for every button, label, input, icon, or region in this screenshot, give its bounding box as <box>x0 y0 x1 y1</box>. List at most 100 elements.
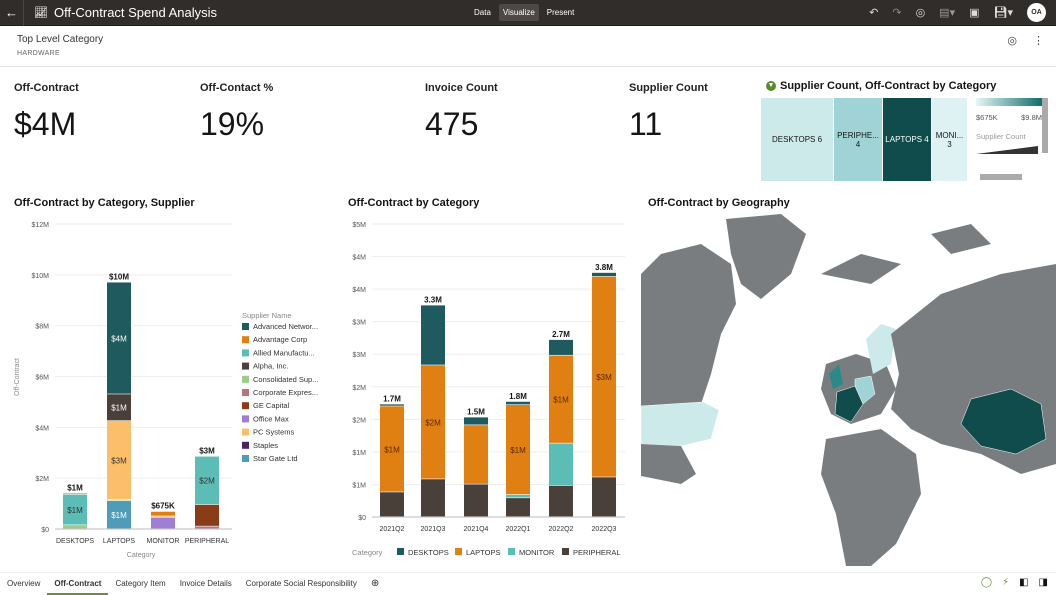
save-icon[interactable]: 💾︎▾ <box>993 7 1014 19</box>
bar-segment <box>592 276 616 477</box>
total-label: 2.7M <box>552 330 570 339</box>
bar-segment <box>592 272 616 277</box>
y-tick-label: $2M <box>35 476 49 483</box>
y-tick-label: $4M <box>352 255 366 262</box>
mode-present[interactable]: Present <box>546 8 575 17</box>
x-tick-label: 2022Q1 <box>506 526 531 533</box>
tab-invoice-details[interactable]: Invoice Details <box>179 578 232 588</box>
total-label: $1M <box>67 483 83 492</box>
legend-swatch <box>242 349 249 357</box>
bar-segment <box>151 516 175 517</box>
y-tick-label: $3M <box>352 352 366 359</box>
y-tick-label: $6M <box>35 375 49 382</box>
tab-overview[interactable]: Overview <box>7 578 41 588</box>
bar-segment <box>506 405 530 495</box>
bar-segment <box>506 494 530 498</box>
legend-swatch <box>242 455 249 462</box>
bar-segment <box>107 499 131 501</box>
back-button[interactable]: ← <box>0 0 24 26</box>
legend-title: Supplier Name <box>242 311 292 320</box>
page-tabs: Overview Off-Contract Category Item Invo… <box>0 572 1056 595</box>
map-title: Off-Contract by Geography <box>648 197 790 209</box>
total-label: 3.8M <box>595 263 613 272</box>
add-tab-icon[interactable]: ⊕ <box>370 577 380 589</box>
treemap: DESKTOPS 6 PERIPHE... 4 LAPTOPS 4 MONI...… <box>761 98 967 181</box>
treemap-tile-peripheral[interactable]: PERIPHE... 4 <box>834 98 883 181</box>
total-label: $3M <box>199 447 215 456</box>
legend-item: MONITOR <box>519 548 555 557</box>
tab-off-contract[interactable]: Off-Contract <box>47 573 109 595</box>
bar-segment <box>421 365 445 479</box>
map-africa <box>821 429 921 566</box>
bar-segment <box>464 484 488 517</box>
filter-top-level-category[interactable]: Top Level Category HARDWARE <box>17 34 103 57</box>
bar-segment <box>549 355 573 443</box>
bar-segment <box>506 401 530 405</box>
legend-title: Category <box>352 548 383 557</box>
x-tick-label: 2021Q3 <box>421 526 446 533</box>
export-icon[interactable]: ▣ <box>969 7 980 19</box>
bar-segment <box>592 477 616 517</box>
treemap-tile-monitor[interactable]: MONI... 3 <box>932 98 967 181</box>
segment-label: $3M <box>596 373 612 382</box>
x-tick-label: PERIPHERAL <box>185 538 229 545</box>
chart1-title: Off-Contract by Category, Supplier <box>14 197 195 209</box>
lightning-icon[interactable]: ⚡︎ <box>1002 577 1010 588</box>
tab-category-item[interactable]: Category Item <box>115 578 166 588</box>
mode-visualize[interactable]: Visualize <box>498 4 539 21</box>
x-axis-label: Category <box>127 552 156 559</box>
bar-segment <box>151 517 175 529</box>
bar-segment <box>63 493 87 495</box>
total-label: 3.3M <box>424 295 442 304</box>
color-scale <box>976 98 1042 106</box>
legend-swatch <box>242 362 249 370</box>
comment-icon[interactable]: ▤▾ <box>939 7 956 19</box>
legend-item: Corporate Expres... <box>253 388 318 397</box>
filter-icon[interactable]: ▼ <box>766 81 776 91</box>
map-greenland <box>726 214 806 299</box>
bar-segment <box>107 501 131 529</box>
more-menu-icon[interactable]: ⋮ <box>1033 35 1044 47</box>
bar-segment <box>151 511 175 516</box>
legend-item: Star Gate Ltd <box>253 454 298 463</box>
undo-icon[interactable]: ↶ <box>869 7 879 19</box>
x-tick-label: DESKTOPS <box>56 538 94 545</box>
bar-segment <box>195 526 219 529</box>
tab-corporate-social-responsibility[interactable]: Corporate Social Responsibility <box>245 578 357 588</box>
layout-right-icon[interactable]: ◨ <box>1038 577 1048 588</box>
geography-map[interactable] <box>641 214 1056 566</box>
segment-label: $2M <box>199 477 215 486</box>
data-icon[interactable]: ◎ <box>1007 35 1017 47</box>
legend-item: PC Systems <box>253 428 295 437</box>
segment-label: $1M <box>111 511 127 520</box>
legend-swatch <box>242 389 249 396</box>
treemap-tile-desktops[interactable]: DESKTOPS 6 <box>761 98 834 181</box>
segment-label: $3M <box>111 456 127 465</box>
bar-segment <box>380 404 404 406</box>
legend-swatch <box>242 323 249 330</box>
bar-segment <box>464 417 488 425</box>
legend-item: Staples <box>253 441 278 450</box>
mode-data[interactable]: Data <box>474 8 491 17</box>
bookmark-icon[interactable]: ◯ <box>980 577 993 588</box>
redo-icon[interactable]: ↷ <box>892 7 902 19</box>
layout-left-icon[interactable]: ◧ <box>1019 577 1029 588</box>
horizontal-scrollbar[interactable] <box>980 174 1022 180</box>
map-central-america <box>641 444 696 484</box>
segment-label: $1M <box>510 446 526 455</box>
segment-label: $4M <box>111 334 127 343</box>
avatar[interactable]: OA <box>1027 3 1046 22</box>
legend-swatch <box>242 375 249 383</box>
top-bar: ← 📈︎ Off-Contract Spend Analysis Data Vis… <box>0 0 1056 26</box>
legend-size-label: Supplier Count <box>976 132 1026 141</box>
treemap-tile-laptops[interactable]: LAPTOPS 4 <box>883 98 932 181</box>
x-tick-label: MONITOR <box>147 538 180 545</box>
vertical-scrollbar[interactable] <box>1042 98 1048 153</box>
data-icon[interactable]: ◎ <box>915 7 926 19</box>
y-tick-label: $2M <box>352 417 366 424</box>
y-tick-label: $1M <box>352 450 366 457</box>
segment-label: $2M <box>425 418 441 427</box>
x-tick-label: 2022Q3 <box>592 526 617 533</box>
chart-category-supplier: $0 $2M $4M $6M $8M $10M $12M $1M $1M DESKTOPS $1M $… <box>14 222 318 559</box>
chart-category-quarter: $0 $1M $1M $2M $2M $3M $3M $4M $4M $5M $1M 1.7M 2021… <box>352 222 625 557</box>
